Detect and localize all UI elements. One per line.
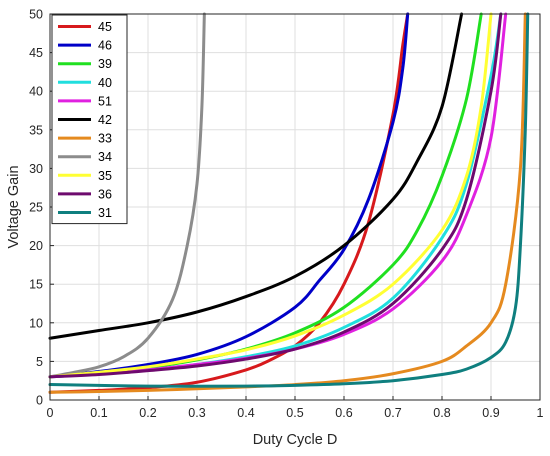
x-axis-ticks: 0 0.1 0.2 0.3 0.4 0.5 0.6 0.7 0.8 0.9 1 bbox=[47, 396, 544, 420]
legend-label-36: 36 bbox=[98, 187, 112, 201]
y-tick-label: 35 bbox=[29, 123, 43, 137]
x-axis-label: Duty Cycle D bbox=[253, 432, 338, 448]
legend-label-35: 35 bbox=[98, 169, 112, 183]
legend-label-39: 39 bbox=[98, 57, 112, 71]
series-line-46 bbox=[48, 12, 410, 379]
legend-label-34: 34 bbox=[98, 150, 112, 164]
series-line-34 bbox=[48, 12, 206, 379]
series-line-31 bbox=[48, 12, 530, 388]
legend-label-40: 40 bbox=[98, 76, 112, 90]
x-tick-label: 1 bbox=[537, 406, 544, 420]
y-axis-label: Voltage Gain bbox=[6, 165, 22, 248]
x-tick-label: 0.2 bbox=[139, 406, 156, 420]
y-axis-ticks: 0 5 10 15 20 25 30 35 40 45 50 bbox=[29, 8, 54, 408]
x-tick-label: 0.6 bbox=[335, 406, 352, 420]
x-tick-label: 0 bbox=[47, 406, 54, 420]
legend-label-33: 33 bbox=[98, 132, 112, 146]
series-line-35 bbox=[48, 12, 493, 379]
y-tick-label: 10 bbox=[29, 316, 43, 330]
series-lines bbox=[48, 12, 530, 394]
x-tick-label: 0.7 bbox=[384, 406, 401, 420]
x-tick-label: 0.3 bbox=[188, 406, 205, 420]
y-tick-label: 5 bbox=[36, 355, 43, 369]
legend-label-45: 45 bbox=[98, 20, 112, 34]
legend-label-51: 51 bbox=[98, 94, 112, 108]
y-tick-label: 20 bbox=[29, 239, 43, 253]
legend-label-42: 42 bbox=[98, 113, 112, 127]
series-line-42 bbox=[48, 12, 464, 340]
x-tick-label: 0.4 bbox=[237, 406, 254, 420]
x-tick-label: 0.1 bbox=[90, 406, 107, 420]
y-tick-label: 0 bbox=[36, 394, 43, 408]
series-line-45 bbox=[48, 12, 410, 394]
legend-label-46: 46 bbox=[98, 39, 112, 53]
y-tick-label: 30 bbox=[29, 162, 43, 176]
y-tick-label: 45 bbox=[29, 46, 43, 60]
y-tick-label: 40 bbox=[29, 85, 43, 99]
x-tick-label: 0.8 bbox=[433, 406, 450, 420]
y-tick-label: 25 bbox=[29, 201, 43, 215]
y-tick-label: 15 bbox=[29, 278, 43, 292]
x-tick-label: 0.9 bbox=[482, 406, 499, 420]
series-line-33 bbox=[48, 12, 527, 394]
legend-label-31: 31 bbox=[98, 206, 112, 220]
y-tick-label: 50 bbox=[29, 8, 43, 22]
x-tick-label: 0.5 bbox=[286, 406, 303, 420]
series-line-36 bbox=[48, 12, 503, 379]
legend: 45 46 39 40 51 42 33 34 35 36 31 bbox=[51, 14, 128, 225]
